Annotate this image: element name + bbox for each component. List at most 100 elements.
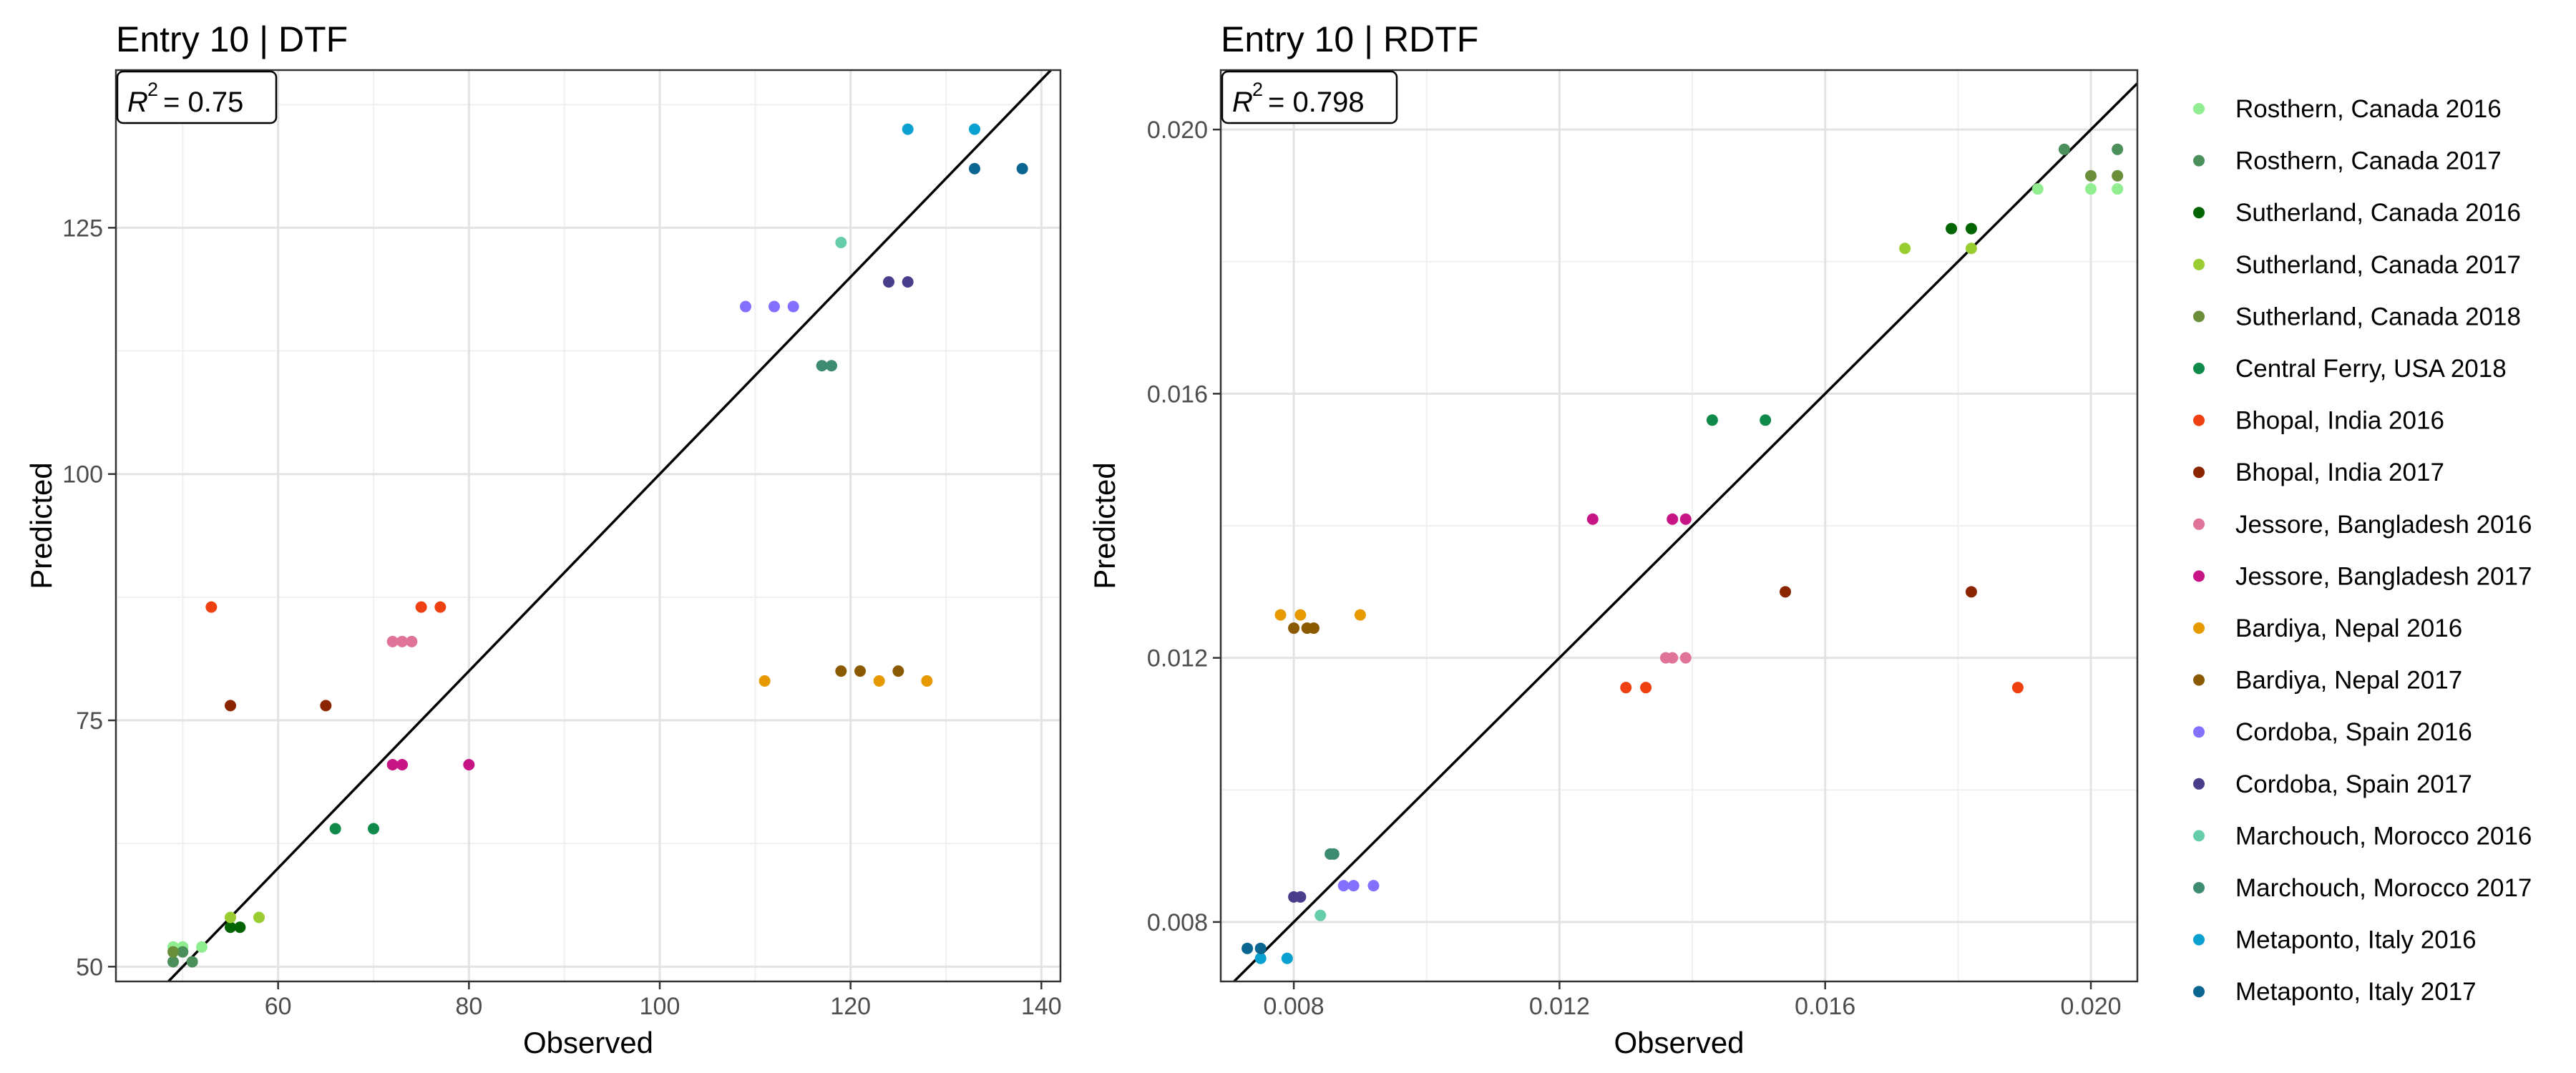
legend-item: Sutherland, Canada 2018 [2193,303,2521,330]
rdtf-data-layer [1232,81,2137,981]
rdtf-point [1327,848,1340,860]
legend-label: Sutherland, Canada 2016 [2235,199,2521,227]
dtf-point [1016,162,1028,175]
legend-label: Marchouch, Morocco 2016 [2235,822,2532,850]
rdtf-point [1347,880,1360,892]
dtf-x-tick-label: 140 [1021,993,1062,1020]
legend-swatch [2193,310,2205,323]
legend-item: Metaponto, Italy 2016 [2193,926,2477,954]
legend-item: Sutherland, Canada 2016 [2193,199,2521,227]
rdtf-y-tick-label: 0.012 [1147,645,1208,672]
legend-item: Central Ferry, USA 2018 [2193,355,2507,383]
rdtf-x-axis-title: Observed [1614,1026,1744,1059]
legend-swatch [2193,726,2205,738]
rdtf-r2-value: = 0.798 [1268,87,1365,118]
dtf-y-tick-label: 50 [76,954,103,981]
rdtf-point [2112,143,2124,155]
dtf-r2-symbol: R [127,87,148,118]
dtf-point [320,700,332,712]
legend-swatch [2193,882,2205,893]
dtf-r2-value: = 0.75 [163,87,243,118]
rdtf-point [1965,586,1977,598]
legend-item: Marchouch, Morocco 2017 [2193,874,2532,902]
dtf-point [167,946,179,958]
rdtf-point [1899,242,1911,255]
rdtf-point [1760,414,1772,426]
dtf-point [406,635,418,647]
legend-label: Bhopal, India 2017 [2235,459,2444,486]
dtf-y-tick-label: 100 [62,461,103,489]
legend-swatch [2193,622,2205,634]
legend-swatch [2193,103,2205,114]
dtf-y-axis-title: Predicted [24,462,58,589]
rdtf-r2-annotation: R 2 = 0.798 [1232,79,1365,118]
rdtf-point [1667,652,1679,664]
rdtf-r2-box [1221,70,1398,124]
dtf-point [225,921,236,934]
rdtf-point [2058,143,2070,155]
dtf-point [186,956,198,968]
dtf-point [167,956,179,968]
legend-swatch [2193,207,2205,219]
dtf-point [835,665,847,677]
rdtf-y-tick-label: 0.008 [1147,909,1208,936]
rdtf-point [2011,682,2024,694]
rdtf-y-tick-label: 0.016 [1147,381,1208,408]
rdtf-point [1679,513,1692,525]
legend-label: Rosthern, Canada 2017 [2235,147,2502,175]
legend-label: Central Ferry, USA 2018 [2235,355,2507,383]
dtf-point [902,276,914,288]
dtf-title: Entry 10 | DTF [116,19,348,59]
dtf-r2-superscript: 2 [147,79,158,100]
dtf-r2-box [116,70,278,124]
dtf-point [826,360,837,372]
dtf-identity-line [166,70,1053,981]
rdtf-point [2112,170,2124,182]
legend-item: Jessore, Bangladesh 2016 [2193,511,2532,539]
rdtf-point [1288,622,1300,635]
legend-item: Rosthern, Canada 2017 [2193,147,2502,175]
dtf-point [969,123,980,135]
legend-label: Metaponto, Italy 2017 [2235,978,2477,1006]
rdtf-point [1667,513,1679,525]
legend-item: Jessore, Bangladesh 2017 [2193,562,2532,590]
dtf-point [787,300,799,313]
dtf-data-layer [166,70,1053,981]
legend-swatch [2193,778,2205,790]
legend: Rosthern, Canada 2016 Rosthern, Canada 20… [2193,95,2532,1006]
legend-label: Cordoba, Spain 2016 [2235,718,2472,746]
legend-swatch [2193,674,2205,686]
dtf-point [329,823,341,835]
legend-item: Sutherland, Canada 2017 [2193,251,2521,279]
rdtf-point [1307,622,1319,635]
rdtf-point [2112,183,2124,195]
rdtf-point [1640,682,1652,694]
rdtf-point [2085,170,2097,182]
dtf-point [415,601,427,613]
rdtf-y-axis-title: Predicted [1088,462,1121,589]
dtf-point [816,360,828,372]
rdtf-point [1254,942,1267,954]
dtf-x-tick-label: 60 [265,993,292,1020]
rdtf-r2-symbol: R [1232,87,1253,118]
legend-label: Jessore, Bangladesh 2017 [2235,562,2532,590]
legend-label: Bardiya, Nepal 2016 [2235,614,2462,642]
legend-label: Cordoba, Spain 2017 [2235,770,2472,798]
rdtf-identity-line [1232,81,2137,981]
legend-label: Sutherland, Canada 2018 [2235,303,2521,330]
dtf-point [873,675,885,687]
legend-swatch [2193,155,2205,167]
rdtf-panel: 0.008 0.012 0.016 0.020 0.008 0.012 0.016 0.020… [1088,19,2139,1059]
legend-label: Bhopal, India 2016 [2235,407,2444,435]
legend-swatch [2193,414,2205,426]
legend-item: Rosthern, Canada 2016 [2193,95,2502,123]
rdtf-x-tick-label: 0.008 [1264,993,1324,1020]
legend-item: Bardiya, Nepal 2017 [2193,667,2462,695]
dtf-panel: 60 80 100 120 140 50 75 100 125 Observed Predicted… [24,19,1062,1059]
dtf-point [892,665,904,677]
dtf-point [769,300,780,313]
dtf-point [196,941,208,953]
legend-label: Sutherland, Canada 2017 [2235,251,2521,279]
rdtf-point [1281,952,1293,964]
